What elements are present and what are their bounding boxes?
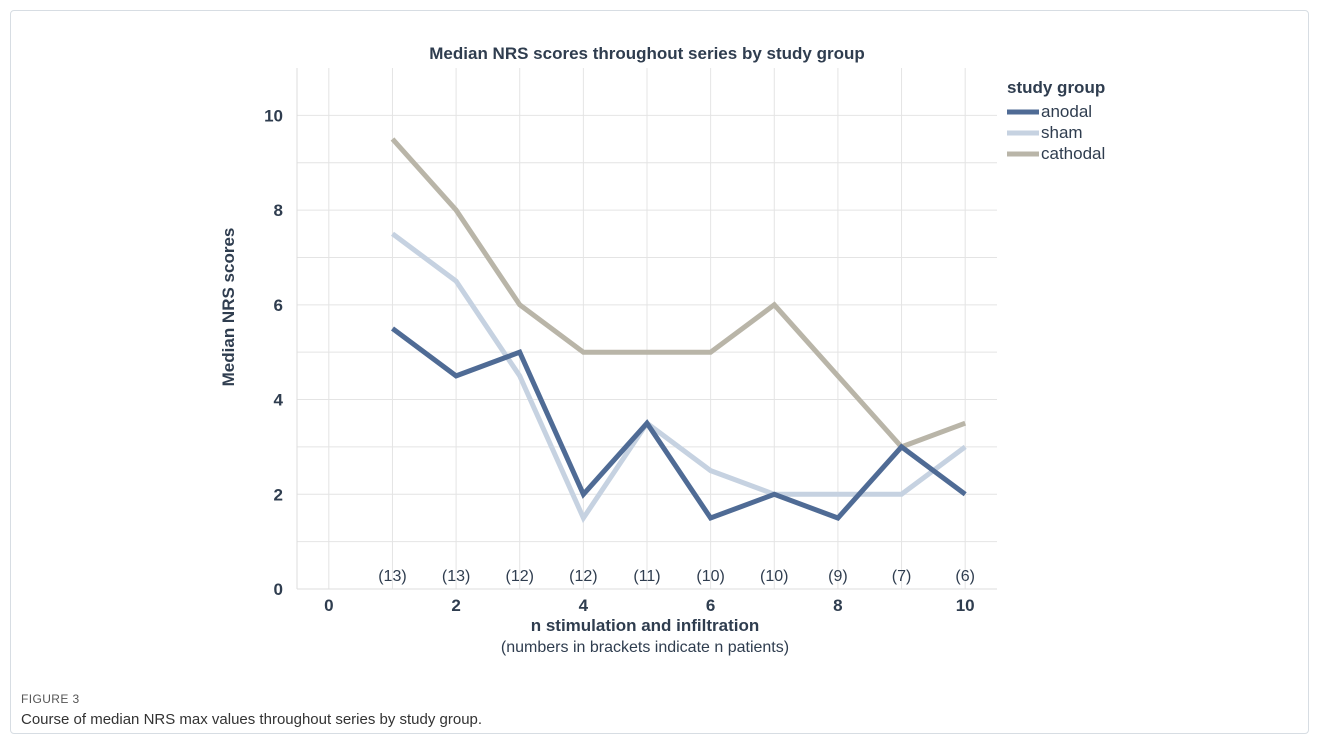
patient-count-label: (12) [506,568,534,585]
y-tick-label: 0 [274,580,283,599]
x-tick-label: 0 [324,596,333,615]
x-axis-label: n stimulation and infiltration [531,616,760,635]
patient-count-labels: (13) (13) (12) (12) (11) (10) (10) (9) (7) (6) [378,568,975,585]
legend-label-cathodal: cathodal [1041,144,1105,163]
patient-count-label: (13) [378,568,406,585]
series-line-sham [391,231,967,524]
patient-count-label: (11) [633,568,660,585]
axes: 0 2 4 6 8 10 0 2 4 6 8 10 [264,68,997,615]
chart-title: Median NRS scores throughout series by s… [429,44,864,63]
y-tick-label: 4 [274,391,284,410]
patient-count-label: (10) [760,568,788,585]
x-tick-label: 6 [706,596,715,615]
y-axis-label: Median NRS scores [219,228,238,387]
patient-count-label: (7) [892,568,912,585]
legend-label-sham: sham [1041,123,1083,142]
figure-frame [10,10,1309,734]
series-line-cathodal [390,137,967,450]
patient-count-label: (6) [955,568,975,585]
figure-label: FIGURE 3 [21,692,80,706]
line-chart: Median NRS scores throughout series by s… [219,44,1105,656]
x-tick-label: 8 [833,596,842,615]
patient-count-label: (13) [442,568,470,585]
series-lines [390,137,967,524]
y-tick-label: 10 [264,106,283,125]
figure-caption: Course of median NRS max values througho… [21,711,483,728]
x-axis-note: (numbers in brackets indicate n patients… [501,639,789,656]
x-tick-label: 10 [956,596,975,615]
gridlines [297,68,997,589]
y-tick-label: 2 [274,485,283,504]
x-tick-label: 2 [451,596,460,615]
y-tick-label: 6 [274,296,283,315]
patient-count-label: (10) [696,568,724,585]
y-tick-label: 8 [274,201,283,220]
legend-label-anodal: anodal [1041,102,1092,121]
patient-count-label: (9) [828,568,848,585]
x-tick-label: 4 [579,596,589,615]
patient-count-label: (12) [569,568,597,585]
series-line-anodal [391,326,967,522]
legend-title: study group [1007,78,1105,97]
legend: study group anodal sham cathodal [1007,78,1105,163]
